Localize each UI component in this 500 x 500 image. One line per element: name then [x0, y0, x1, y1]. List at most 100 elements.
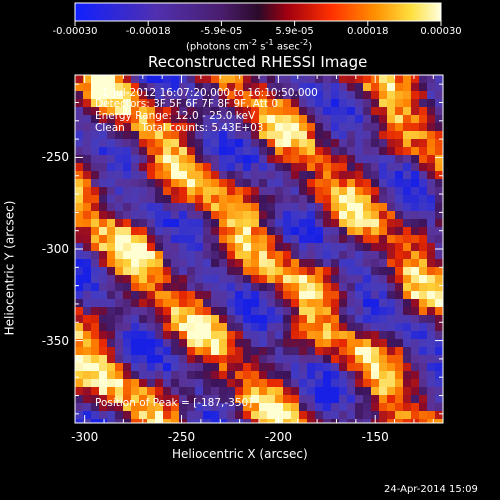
image-pixel [83, 155, 91, 163]
image-pixel [251, 395, 259, 403]
image-pixel [83, 211, 91, 219]
image-pixel [323, 235, 331, 243]
image-pixel [363, 75, 371, 83]
image-pixel [179, 131, 187, 139]
image-pixel [315, 259, 323, 267]
image-pixel [107, 419, 115, 423]
image-pixel [171, 395, 179, 403]
image-pixel [83, 395, 91, 403]
image-pixel [227, 155, 235, 163]
image-pixel [83, 107, 91, 115]
image-pixel [275, 187, 283, 195]
image-pixel [235, 419, 243, 423]
image-pixel [307, 347, 315, 355]
image-pixel [227, 259, 235, 267]
image-pixel [179, 395, 187, 403]
image-pixel [227, 371, 235, 379]
image-pixel [235, 355, 243, 363]
image-pixel [355, 243, 363, 251]
image-pixel [395, 139, 403, 147]
image-pixel [155, 419, 163, 423]
image-pixel [163, 331, 171, 339]
image-pixel [187, 171, 195, 179]
image-pixel [259, 211, 267, 219]
image-pixel [187, 387, 195, 395]
image-pixel [131, 323, 139, 331]
x-axis-label: Heliocentric X (arcsec) [172, 447, 308, 461]
image-pixel [267, 403, 275, 411]
image-pixel [435, 403, 443, 411]
image-pixel [379, 283, 387, 291]
image-pixel [435, 251, 443, 259]
image-pixel [123, 147, 131, 155]
image-pixel [259, 307, 267, 315]
image-pixel [155, 299, 163, 307]
image-pixel [283, 235, 291, 243]
image-pixel [243, 115, 251, 123]
image-pixel [435, 395, 443, 403]
image-pixel [147, 139, 155, 147]
image-pixel [259, 235, 267, 243]
image-pixel [99, 115, 107, 123]
image-pixel [275, 179, 283, 187]
image-pixel [323, 227, 331, 235]
image-pixel [387, 203, 395, 211]
image-pixel [363, 307, 371, 315]
image-pixel [339, 387, 347, 395]
image-pixel [419, 219, 427, 227]
image-pixel [331, 419, 339, 423]
image-pixel [219, 419, 227, 423]
image-pixel [163, 91, 171, 99]
image-pixel [435, 307, 443, 315]
image-pixel [203, 163, 211, 171]
image-pixel [267, 195, 275, 203]
image-pixel [83, 339, 91, 347]
image-pixel [171, 251, 179, 259]
image-pixel [219, 347, 227, 355]
image-pixel [411, 171, 419, 179]
image-pixel [243, 347, 251, 355]
image-pixel [243, 75, 251, 83]
image-pixel [187, 379, 195, 387]
image-pixel [203, 267, 211, 275]
image-pixel [139, 283, 147, 291]
image-pixel [259, 355, 267, 363]
image-pixel [171, 211, 179, 219]
image-pixel [427, 243, 435, 251]
image-pixel [83, 171, 91, 179]
image-pixel [267, 291, 275, 299]
image-pixel [331, 139, 339, 147]
image-pixel [363, 411, 371, 419]
image-pixel [235, 115, 243, 123]
image-pixel [107, 315, 115, 323]
image-pixel [283, 387, 291, 395]
image-pixel [371, 227, 379, 235]
image-pixel [347, 331, 355, 339]
image-pixel [331, 299, 339, 307]
image-pixel [195, 379, 203, 387]
image-pixel [339, 99, 347, 107]
image-pixel [219, 307, 227, 315]
image-pixel [203, 291, 211, 299]
image-pixel [275, 275, 283, 283]
image-pixel [291, 251, 299, 259]
image-pixel [419, 419, 427, 423]
image-pixel [387, 83, 395, 91]
image-pixel [235, 259, 243, 267]
image-pixel [379, 83, 387, 91]
image-pixel [291, 283, 299, 291]
image-pixel [179, 299, 187, 307]
image-pixel [243, 139, 251, 147]
image-pixel [91, 99, 99, 107]
image-pixel [283, 107, 291, 115]
image-pixel [395, 307, 403, 315]
image-pixel [307, 371, 315, 379]
image-pixel [139, 235, 147, 243]
image-pixel [307, 251, 315, 259]
image-pixel [347, 283, 355, 291]
image-pixel [403, 315, 411, 323]
image-pixel [427, 91, 435, 99]
image-pixel [147, 251, 155, 259]
image-pixel [403, 187, 411, 195]
image-pixel [379, 211, 387, 219]
